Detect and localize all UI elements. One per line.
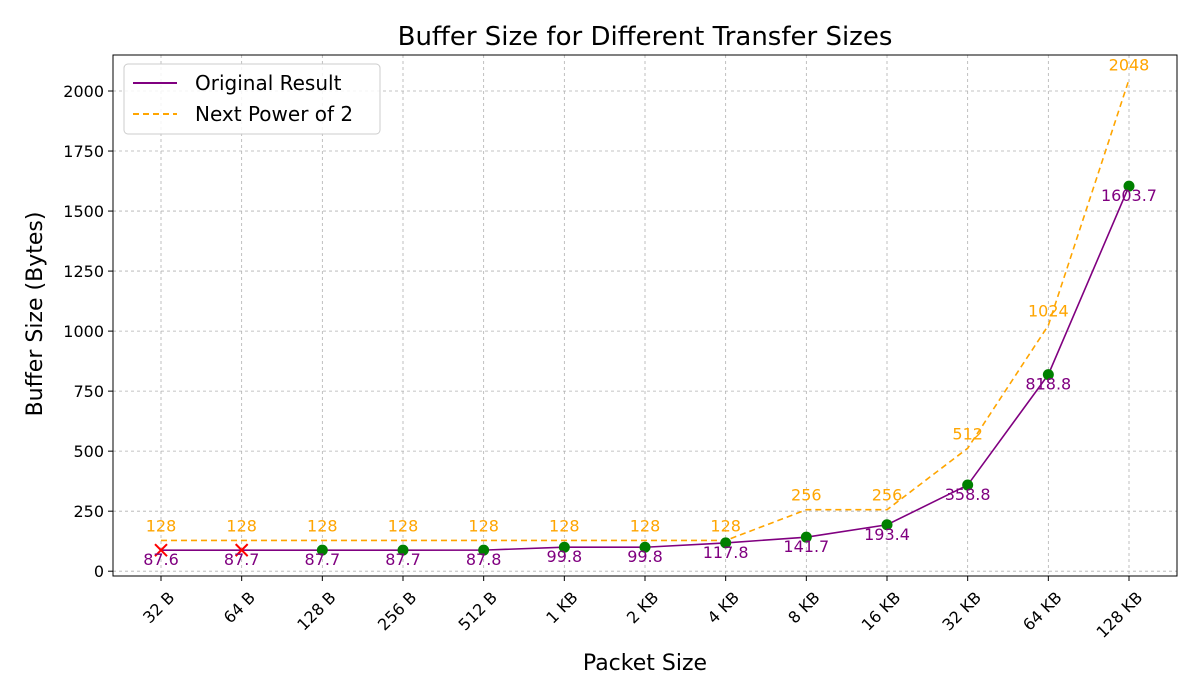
y-tick-label: 1250 [63, 262, 104, 281]
data-label-original-result: 87.6 [143, 550, 179, 569]
data-point-marker [800, 531, 812, 543]
data-label-next-power-of-2: 128 [549, 516, 580, 535]
y-tick-label: 2000 [63, 82, 104, 101]
data-point-marker [1123, 180, 1135, 192]
marker-stroke [234, 543, 249, 557]
legend-label-next-power-of-2: Next Power of 2 [195, 102, 353, 126]
data-point-marker [316, 544, 328, 556]
y-tick-label: 1000 [63, 322, 104, 341]
data-label-next-power-of-2: 2048 [1109, 55, 1150, 74]
data-labels: 128 128 128 128 128 128 128 128 256 256 512 1024 204… [143, 55, 1157, 569]
y-axis-title: Buffer Size (Bytes) [23, 212, 48, 417]
data-point-marker [397, 544, 409, 556]
legend-label-original-result: Original Result [195, 71, 342, 95]
data-point-marker [639, 541, 651, 553]
x-axis-title: Packet Size [583, 651, 707, 676]
data-label-original-result: 87.7 [385, 550, 421, 569]
data-label-original-result: 193.4 [864, 525, 910, 544]
data-point-marker [962, 479, 974, 491]
marker-stroke [154, 543, 168, 557]
data-point-marker-x [154, 543, 168, 557]
data-label-next-power-of-2: 256 [872, 486, 903, 505]
legend-box [123, 63, 381, 135]
data-label-next-power-of-2: 512 [952, 424, 983, 443]
data-label-next-power-of-2: 1024 [1028, 301, 1069, 320]
data-label-next-power-of-2: 128 [146, 516, 177, 535]
data-label-original-result: 358.8 [945, 485, 991, 504]
data-label-original-result: 87.8 [466, 550, 502, 569]
y-tick-label: 0 [94, 562, 104, 581]
legend: Original Result Next Power of 2 [123, 63, 381, 135]
data-label-original-result: 99.8 [547, 547, 583, 566]
data-label-next-power-of-2: 128 [388, 516, 419, 535]
data-label-original-result: 818.8 [1025, 375, 1071, 394]
data-label-next-power-of-2: 128 [630, 516, 661, 535]
y-tick-label: 250 [73, 502, 104, 521]
y-tick-label: 750 [73, 382, 104, 401]
data-label-next-power-of-2: 256 [791, 486, 822, 505]
series-line-next-power-of-2 [161, 79, 1130, 542]
data-point-marker [881, 519, 893, 531]
data-label-original-result: 141.7 [783, 537, 829, 556]
y-tick-label: 1500 [63, 202, 104, 221]
data-label-original-result: 117.8 [703, 543, 749, 562]
data-label-original-result: 87.7 [224, 550, 260, 569]
data-label-next-power-of-2: 128 [307, 516, 338, 535]
data-label-next-power-of-2: 128 [226, 516, 257, 535]
data-point-marker [478, 544, 490, 556]
data-label-next-power-of-2: 128 [710, 516, 741, 535]
series-layer [154, 79, 1135, 557]
data-point-marker [1042, 369, 1054, 381]
data-label-original-result: 87.7 [305, 550, 341, 569]
y-tick-label: 500 [73, 442, 104, 461]
y-tick-label: 1750 [63, 142, 104, 161]
data-label-original-result: 99.8 [627, 547, 663, 566]
data-point-marker [720, 537, 732, 549]
data-point-marker [558, 541, 570, 553]
data-point-marker-x [234, 543, 249, 557]
data-label-original-result: 1603.7 [1101, 186, 1157, 205]
chart-title: Buffer Size for Different Transfer Sizes [398, 22, 893, 52]
data-label-next-power-of-2: 128 [468, 516, 499, 535]
